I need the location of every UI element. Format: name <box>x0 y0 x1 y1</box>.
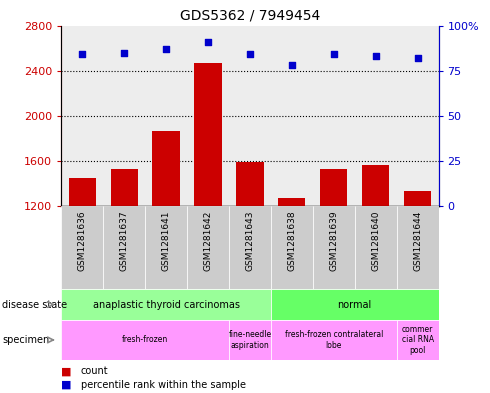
Point <box>330 51 338 58</box>
Text: fresh-frozen contralateral
lobe: fresh-frozen contralateral lobe <box>285 330 383 350</box>
Bar <box>145 206 187 289</box>
Point <box>288 62 296 68</box>
Bar <box>355 26 396 206</box>
Bar <box>103 206 145 289</box>
Text: GSM1281640: GSM1281640 <box>371 211 380 271</box>
Bar <box>396 26 439 206</box>
Text: GSM1281643: GSM1281643 <box>245 211 254 271</box>
Bar <box>61 289 271 320</box>
Bar <box>61 26 103 206</box>
Bar <box>396 320 439 360</box>
Text: percentile rank within the sample: percentile rank within the sample <box>81 380 246 390</box>
Bar <box>229 26 271 206</box>
Bar <box>61 320 229 360</box>
Bar <box>103 26 145 206</box>
Bar <box>195 63 221 206</box>
Text: ■: ■ <box>61 366 72 376</box>
Text: GSM1281638: GSM1281638 <box>287 211 296 271</box>
Text: normal: normal <box>338 299 372 310</box>
Text: GSM1281644: GSM1281644 <box>413 211 422 271</box>
Title: GDS5362 / 7949454: GDS5362 / 7949454 <box>180 9 320 23</box>
Text: fine-needle
aspiration: fine-needle aspiration <box>228 330 271 350</box>
Bar <box>229 320 271 360</box>
Bar <box>404 191 431 206</box>
Text: commer
cial RNA
pool: commer cial RNA pool <box>401 325 434 355</box>
Bar <box>271 206 313 289</box>
Bar <box>187 206 229 289</box>
Text: GSM1281641: GSM1281641 <box>162 211 171 271</box>
Bar <box>320 169 347 206</box>
Text: count: count <box>81 366 108 376</box>
Bar <box>271 289 439 320</box>
Point <box>372 53 380 59</box>
Point <box>204 39 212 45</box>
Text: anaplastic thyroid carcinomas: anaplastic thyroid carcinomas <box>93 299 240 310</box>
Text: GSM1281642: GSM1281642 <box>203 211 213 271</box>
Point <box>414 55 421 61</box>
Bar <box>145 26 187 206</box>
Bar <box>229 206 271 289</box>
Text: GSM1281639: GSM1281639 <box>329 211 338 271</box>
Bar <box>236 162 264 206</box>
Bar <box>271 320 396 360</box>
Text: fresh-frozen: fresh-frozen <box>122 336 168 344</box>
Bar <box>152 130 180 206</box>
Point <box>246 51 254 58</box>
Bar <box>278 198 305 206</box>
Text: disease state: disease state <box>2 299 68 310</box>
Text: GSM1281636: GSM1281636 <box>78 211 87 271</box>
Bar <box>313 26 355 206</box>
Text: ■: ■ <box>61 380 72 390</box>
Point <box>162 46 170 52</box>
Bar <box>271 26 313 206</box>
Bar <box>313 206 355 289</box>
Bar <box>187 26 229 206</box>
Bar <box>362 165 389 206</box>
Point <box>78 51 86 58</box>
Point <box>120 50 128 56</box>
Bar <box>69 178 96 206</box>
Bar <box>396 206 439 289</box>
Bar <box>61 206 103 289</box>
Text: specimen: specimen <box>2 335 49 345</box>
Bar <box>355 206 396 289</box>
Bar <box>111 169 138 206</box>
Text: GSM1281637: GSM1281637 <box>120 211 129 271</box>
